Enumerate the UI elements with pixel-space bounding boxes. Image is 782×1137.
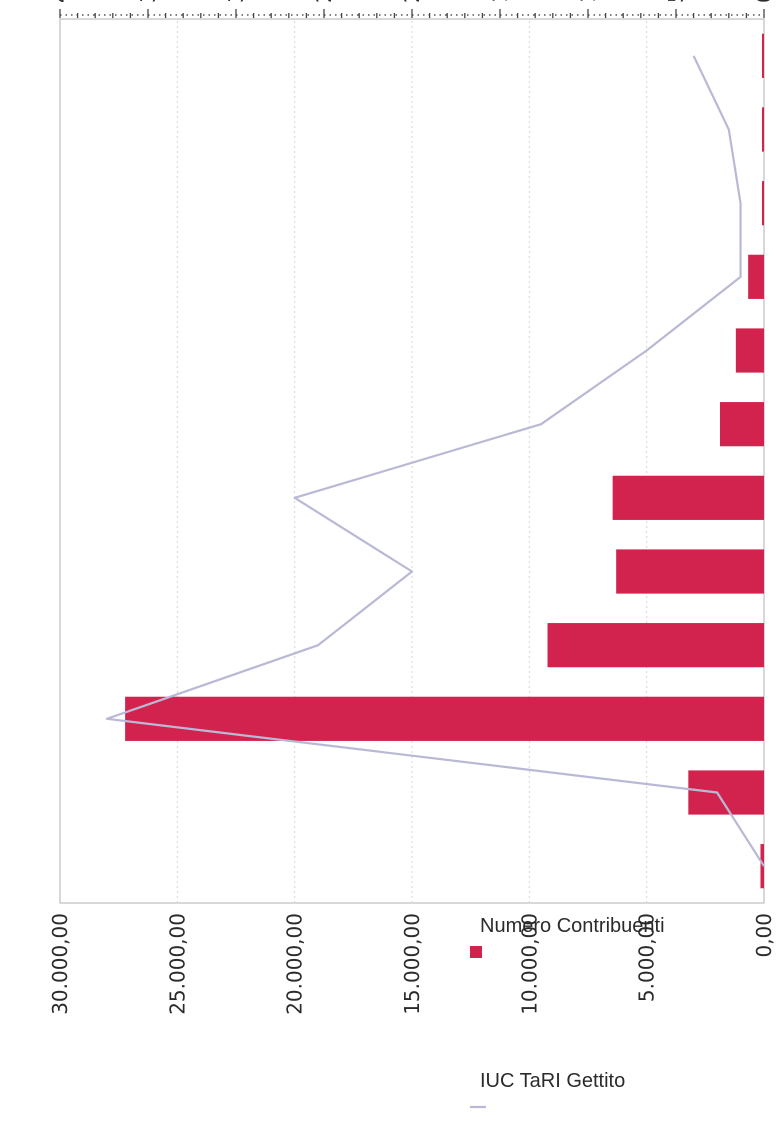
bar-numero-contribuenti [688,770,765,815]
bar-numero-contribuenti [735,328,765,373]
left-tick-label: 30.000,00 [48,913,72,1015]
left-axis-ticks: 0,00 5.000,00 10.000,00 15.000,00 20.000,00 2… [48,913,776,1015]
left-tick-label: 20.000,00 [283,913,307,1015]
category-label: 50 € - 100 € [777,589,782,719]
bar-numero-contribuenti [760,844,764,889]
category-label: > 1100 € [777,0,782,57]
right-tick-label: 0 [752,0,776,3]
bar-numero-contribuenti [762,107,764,152]
legend-entry: Numero Contribuenti [470,915,665,958]
category-label: 300 € - 400 € [777,284,782,425]
plot-area [59,18,765,904]
bar-numero-contribuenti [616,549,764,594]
category-label: 200 € - 300 € [777,359,782,499]
bar-numero-contribuenti [748,254,764,299]
right-tick-label: 350 [136,0,160,3]
category-label: 400 € - 500 € [777,211,782,351]
legend-swatch-bar [470,946,482,958]
left-tick-label: 5.000,00 [635,913,659,1002]
legend: IUC TaRI Gettito Numero Contribuenti [470,915,665,1109]
legend-entry: IUC TaRI Gettito [470,1070,625,1109]
bar-numero-contribuenti [762,33,764,78]
right-tick-label: 200 [400,0,424,3]
left-tick-label: 10.000,00 [517,913,541,1015]
left-tick-label: 0,00 [752,913,776,958]
left-tick-label: 15.000,00 [400,913,424,1015]
legend-label: Numero Contribuenti [480,915,665,937]
category-labels: 0 € - 12 €12 € - 50 €50 € - 100 €100 € -… [777,0,782,867]
right-tick-label: 300 [224,0,248,3]
right-tick-label: 400 [48,0,72,3]
category-label: 12 € - 50 € [777,673,782,793]
category-label: 0 € - 12 € [777,757,782,868]
bar-numero-contribuenti [762,181,764,226]
bar-numero-contribuenti [547,623,765,668]
category-label: 500 € - 700 € [777,138,782,278]
legend-label: IUC TaRI Gettito [480,1070,625,1092]
right-tick-label: 100 [576,0,600,3]
right-tick-label: 50 [664,0,688,3]
line-iuc-tari-gettito [105,55,765,867]
right-axis-ticks: 0 50 100 150 200 250 300 350 400 [48,0,776,18]
bar-numero-contribuenti [612,475,765,520]
right-tick-label: 150 [488,0,512,3]
category-label: 900 € - 1100 € [777,0,782,130]
right-tick-label: 250 [312,0,336,3]
bar-numero-contribuenti [720,402,764,447]
category-label: 100 € - 150 € [777,506,782,646]
category-label: 700 € - 900 € [777,64,782,204]
bar-numero-contribuenti [125,696,765,741]
category-label: 150 € - 200 € [777,432,782,572]
left-tick-label: 25.000,00 [165,913,189,1015]
